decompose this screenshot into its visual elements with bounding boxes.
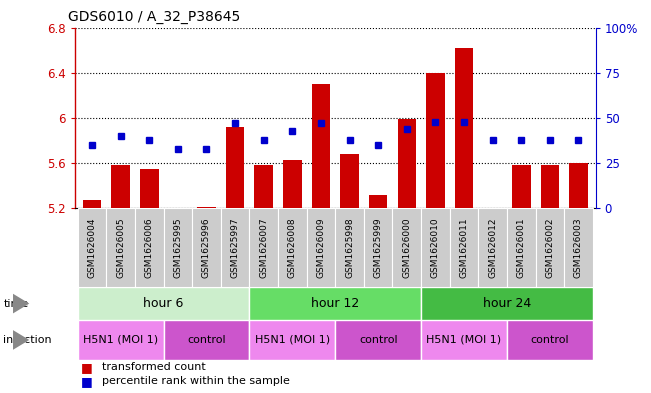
Bar — [249, 320, 335, 360]
Text: hour 24: hour 24 — [483, 297, 531, 310]
Bar — [421, 208, 450, 287]
Text: H5N1 (MOI 1): H5N1 (MOI 1) — [83, 335, 158, 345]
Bar — [364, 208, 393, 287]
Text: GSM1626005: GSM1626005 — [116, 217, 125, 278]
Text: H5N1 (MOI 1): H5N1 (MOI 1) — [426, 335, 502, 345]
Text: ■: ■ — [81, 361, 93, 374]
Text: control: control — [531, 335, 569, 345]
Text: GSM1626004: GSM1626004 — [87, 217, 96, 278]
Bar — [540, 165, 559, 208]
Bar — [163, 320, 249, 360]
Bar — [398, 119, 416, 208]
Bar — [455, 48, 473, 208]
Text: GSM1625997: GSM1625997 — [230, 217, 240, 278]
Bar — [135, 208, 163, 287]
Bar — [335, 320, 421, 360]
Bar — [83, 200, 102, 208]
Text: GSM1625998: GSM1625998 — [345, 217, 354, 278]
Bar — [340, 154, 359, 208]
Text: percentile rank within the sample: percentile rank within the sample — [102, 376, 290, 386]
Bar — [283, 160, 301, 208]
Text: GSM1626002: GSM1626002 — [546, 217, 555, 278]
Text: GSM1626012: GSM1626012 — [488, 217, 497, 278]
Text: transformed count: transformed count — [102, 362, 206, 373]
Bar — [369, 195, 387, 208]
Bar — [255, 165, 273, 208]
Text: ■: ■ — [81, 375, 93, 388]
Bar — [426, 73, 445, 208]
Bar — [77, 287, 249, 320]
Text: GSM1626001: GSM1626001 — [517, 217, 526, 278]
Bar — [249, 287, 421, 320]
Bar — [312, 84, 330, 208]
Bar — [226, 127, 244, 208]
Bar — [564, 208, 593, 287]
Text: control: control — [359, 335, 398, 345]
Bar — [507, 208, 536, 287]
Bar — [307, 208, 335, 287]
Bar — [450, 208, 478, 287]
Bar — [221, 208, 249, 287]
Text: hour 6: hour 6 — [143, 297, 184, 310]
Bar — [192, 208, 221, 287]
Bar — [536, 208, 564, 287]
Bar — [77, 320, 163, 360]
Text: GSM1626006: GSM1626006 — [145, 217, 154, 278]
Bar — [278, 208, 307, 287]
Text: GSM1626008: GSM1626008 — [288, 217, 297, 278]
Bar — [421, 287, 593, 320]
Bar — [140, 169, 159, 208]
Bar — [478, 208, 507, 287]
Text: H5N1 (MOI 1): H5N1 (MOI 1) — [255, 335, 330, 345]
Bar — [106, 208, 135, 287]
Text: GSM1625996: GSM1625996 — [202, 217, 211, 278]
Text: GSM1626000: GSM1626000 — [402, 217, 411, 278]
Bar — [335, 208, 364, 287]
Text: GSM1626011: GSM1626011 — [460, 217, 469, 278]
Bar — [569, 163, 588, 208]
Bar — [393, 208, 421, 287]
Text: time: time — [3, 299, 29, 309]
Text: infection: infection — [3, 335, 52, 345]
Text: GDS6010 / A_32_P38645: GDS6010 / A_32_P38645 — [68, 10, 241, 24]
Bar — [197, 207, 215, 208]
Text: GSM1626007: GSM1626007 — [259, 217, 268, 278]
Bar — [77, 208, 106, 287]
Text: GSM1626009: GSM1626009 — [316, 217, 326, 278]
Bar — [249, 208, 278, 287]
Text: hour 12: hour 12 — [311, 297, 359, 310]
Text: control: control — [187, 335, 226, 345]
Bar — [111, 165, 130, 208]
Text: GSM1626010: GSM1626010 — [431, 217, 440, 278]
Bar — [512, 165, 531, 208]
Text: GSM1625999: GSM1625999 — [374, 217, 383, 278]
Bar — [163, 208, 192, 287]
Bar — [507, 320, 593, 360]
Bar — [421, 320, 507, 360]
Text: GSM1625995: GSM1625995 — [173, 217, 182, 278]
Text: GSM1626003: GSM1626003 — [574, 217, 583, 278]
